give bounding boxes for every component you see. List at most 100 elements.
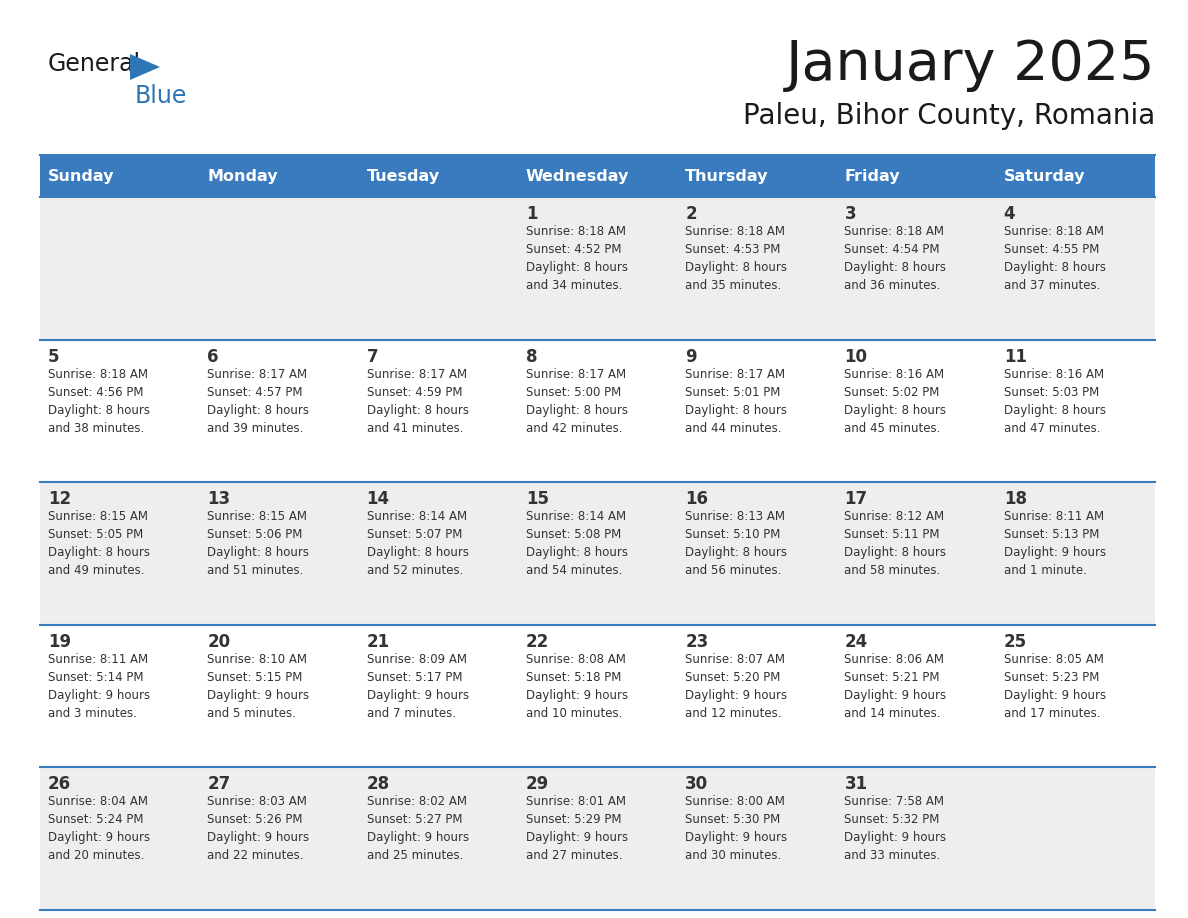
Text: Sunrise: 8:17 AM
Sunset: 4:59 PM
Daylight: 8 hours
and 41 minutes.: Sunrise: 8:17 AM Sunset: 4:59 PM Dayligh…	[367, 367, 468, 434]
Text: 4: 4	[1004, 205, 1016, 223]
Text: Sunrise: 8:11 AM
Sunset: 5:14 PM
Daylight: 9 hours
and 3 minutes.: Sunrise: 8:11 AM Sunset: 5:14 PM Dayligh…	[48, 653, 150, 720]
Text: Sunrise: 8:00 AM
Sunset: 5:30 PM
Daylight: 9 hours
and 30 minutes.: Sunrise: 8:00 AM Sunset: 5:30 PM Dayligh…	[685, 795, 788, 862]
Bar	[836, 155, 996, 197]
Text: Sunrise: 8:15 AM
Sunset: 5:05 PM
Daylight: 8 hours
and 49 minutes.: Sunrise: 8:15 AM Sunset: 5:05 PM Dayligh…	[48, 510, 150, 577]
Text: 21: 21	[367, 633, 390, 651]
Text: Sunrise: 8:17 AM
Sunset: 5:01 PM
Daylight: 8 hours
and 44 minutes.: Sunrise: 8:17 AM Sunset: 5:01 PM Dayligh…	[685, 367, 788, 434]
Text: 2: 2	[685, 205, 697, 223]
Text: Sunrise: 8:18 AM
Sunset: 4:52 PM
Daylight: 8 hours
and 34 minutes.: Sunrise: 8:18 AM Sunset: 4:52 PM Dayligh…	[526, 225, 627, 292]
Text: 6: 6	[207, 348, 219, 365]
Text: Tuesday: Tuesday	[367, 169, 440, 184]
Text: Sunrise: 8:13 AM
Sunset: 5:10 PM
Daylight: 8 hours
and 56 minutes.: Sunrise: 8:13 AM Sunset: 5:10 PM Dayligh…	[685, 510, 788, 577]
Text: General: General	[48, 52, 141, 76]
Bar	[40, 625, 200, 767]
Bar	[677, 197, 836, 340]
Bar	[836, 625, 996, 767]
Text: Sunrise: 8:06 AM
Sunset: 5:21 PM
Daylight: 9 hours
and 14 minutes.: Sunrise: 8:06 AM Sunset: 5:21 PM Dayligh…	[845, 653, 947, 720]
Text: 25: 25	[1004, 633, 1026, 651]
Text: Sunrise: 8:09 AM
Sunset: 5:17 PM
Daylight: 9 hours
and 7 minutes.: Sunrise: 8:09 AM Sunset: 5:17 PM Dayligh…	[367, 653, 469, 720]
Text: 14: 14	[367, 490, 390, 509]
Text: 22: 22	[526, 633, 549, 651]
Text: 1: 1	[526, 205, 537, 223]
Text: Sunrise: 8:08 AM
Sunset: 5:18 PM
Daylight: 9 hours
and 10 minutes.: Sunrise: 8:08 AM Sunset: 5:18 PM Dayligh…	[526, 653, 628, 720]
Text: Sunrise: 8:03 AM
Sunset: 5:26 PM
Daylight: 9 hours
and 22 minutes.: Sunrise: 8:03 AM Sunset: 5:26 PM Dayligh…	[207, 795, 309, 862]
Text: 8: 8	[526, 348, 537, 365]
Text: Thursday: Thursday	[685, 169, 769, 184]
Bar	[996, 155, 1155, 197]
Text: 29: 29	[526, 776, 549, 793]
Bar	[677, 625, 836, 767]
Text: 19: 19	[48, 633, 71, 651]
Text: 27: 27	[207, 776, 230, 793]
Bar	[200, 767, 359, 910]
Text: 30: 30	[685, 776, 708, 793]
Bar	[359, 482, 518, 625]
Text: Wednesday: Wednesday	[526, 169, 630, 184]
Bar	[359, 767, 518, 910]
Text: 17: 17	[845, 490, 867, 509]
Bar	[996, 197, 1155, 340]
Text: Sunrise: 8:18 AM
Sunset: 4:56 PM
Daylight: 8 hours
and 38 minutes.: Sunrise: 8:18 AM Sunset: 4:56 PM Dayligh…	[48, 367, 150, 434]
Text: Sunrise: 8:01 AM
Sunset: 5:29 PM
Daylight: 9 hours
and 27 minutes.: Sunrise: 8:01 AM Sunset: 5:29 PM Dayligh…	[526, 795, 628, 862]
Bar	[518, 625, 677, 767]
Text: Sunrise: 8:12 AM
Sunset: 5:11 PM
Daylight: 8 hours
and 58 minutes.: Sunrise: 8:12 AM Sunset: 5:11 PM Dayligh…	[845, 510, 947, 577]
Text: 11: 11	[1004, 348, 1026, 365]
Text: 10: 10	[845, 348, 867, 365]
Bar	[200, 340, 359, 482]
Bar	[836, 482, 996, 625]
Bar	[677, 340, 836, 482]
Text: Friday: Friday	[845, 169, 901, 184]
Bar	[518, 155, 677, 197]
Bar	[996, 340, 1155, 482]
Text: 18: 18	[1004, 490, 1026, 509]
Text: 9: 9	[685, 348, 697, 365]
Bar	[518, 340, 677, 482]
Text: 12: 12	[48, 490, 71, 509]
Polygon shape	[129, 54, 160, 80]
Text: Saturday: Saturday	[1004, 169, 1085, 184]
Text: Sunrise: 8:15 AM
Sunset: 5:06 PM
Daylight: 8 hours
and 51 minutes.: Sunrise: 8:15 AM Sunset: 5:06 PM Dayligh…	[207, 510, 309, 577]
Bar	[518, 197, 677, 340]
Bar	[836, 197, 996, 340]
Text: 7: 7	[367, 348, 378, 365]
Bar	[677, 155, 836, 197]
Bar	[836, 340, 996, 482]
Bar	[40, 482, 200, 625]
Text: 26: 26	[48, 776, 71, 793]
Bar	[40, 197, 200, 340]
Text: Sunrise: 8:14 AM
Sunset: 5:08 PM
Daylight: 8 hours
and 54 minutes.: Sunrise: 8:14 AM Sunset: 5:08 PM Dayligh…	[526, 510, 627, 577]
Text: Sunrise: 8:10 AM
Sunset: 5:15 PM
Daylight: 9 hours
and 5 minutes.: Sunrise: 8:10 AM Sunset: 5:15 PM Dayligh…	[207, 653, 309, 720]
Text: Sunrise: 8:14 AM
Sunset: 5:07 PM
Daylight: 8 hours
and 52 minutes.: Sunrise: 8:14 AM Sunset: 5:07 PM Dayligh…	[367, 510, 468, 577]
Text: 5: 5	[48, 348, 59, 365]
Text: Sunrise: 8:17 AM
Sunset: 4:57 PM
Daylight: 8 hours
and 39 minutes.: Sunrise: 8:17 AM Sunset: 4:57 PM Dayligh…	[207, 367, 309, 434]
Text: Sunrise: 8:18 AM
Sunset: 4:54 PM
Daylight: 8 hours
and 36 minutes.: Sunrise: 8:18 AM Sunset: 4:54 PM Dayligh…	[845, 225, 947, 292]
Text: Paleu, Bihor County, Romania: Paleu, Bihor County, Romania	[742, 102, 1155, 130]
Bar	[677, 482, 836, 625]
Text: Sunrise: 8:17 AM
Sunset: 5:00 PM
Daylight: 8 hours
and 42 minutes.: Sunrise: 8:17 AM Sunset: 5:00 PM Dayligh…	[526, 367, 627, 434]
Text: Sunrise: 8:18 AM
Sunset: 4:55 PM
Daylight: 8 hours
and 37 minutes.: Sunrise: 8:18 AM Sunset: 4:55 PM Dayligh…	[1004, 225, 1106, 292]
Text: Sunrise: 8:04 AM
Sunset: 5:24 PM
Daylight: 9 hours
and 20 minutes.: Sunrise: 8:04 AM Sunset: 5:24 PM Dayligh…	[48, 795, 150, 862]
Bar	[996, 767, 1155, 910]
Text: 28: 28	[367, 776, 390, 793]
Text: 15: 15	[526, 490, 549, 509]
Text: Sunrise: 8:11 AM
Sunset: 5:13 PM
Daylight: 9 hours
and 1 minute.: Sunrise: 8:11 AM Sunset: 5:13 PM Dayligh…	[1004, 510, 1106, 577]
Bar	[836, 767, 996, 910]
Text: 16: 16	[685, 490, 708, 509]
Text: Sunrise: 7:58 AM
Sunset: 5:32 PM
Daylight: 9 hours
and 33 minutes.: Sunrise: 7:58 AM Sunset: 5:32 PM Dayligh…	[845, 795, 947, 862]
Bar	[518, 482, 677, 625]
Bar	[359, 155, 518, 197]
Text: Sunday: Sunday	[48, 169, 114, 184]
Text: Sunrise: 8:16 AM
Sunset: 5:02 PM
Daylight: 8 hours
and 45 minutes.: Sunrise: 8:16 AM Sunset: 5:02 PM Dayligh…	[845, 367, 947, 434]
Text: 13: 13	[207, 490, 230, 509]
Bar	[200, 197, 359, 340]
Bar	[518, 767, 677, 910]
Text: Sunrise: 8:18 AM
Sunset: 4:53 PM
Daylight: 8 hours
and 35 minutes.: Sunrise: 8:18 AM Sunset: 4:53 PM Dayligh…	[685, 225, 788, 292]
Bar	[40, 767, 200, 910]
Text: Blue: Blue	[135, 84, 188, 108]
Bar	[996, 482, 1155, 625]
Text: 3: 3	[845, 205, 857, 223]
Bar	[359, 625, 518, 767]
Text: Sunrise: 8:07 AM
Sunset: 5:20 PM
Daylight: 9 hours
and 12 minutes.: Sunrise: 8:07 AM Sunset: 5:20 PM Dayligh…	[685, 653, 788, 720]
Text: 24: 24	[845, 633, 867, 651]
Text: 20: 20	[207, 633, 230, 651]
